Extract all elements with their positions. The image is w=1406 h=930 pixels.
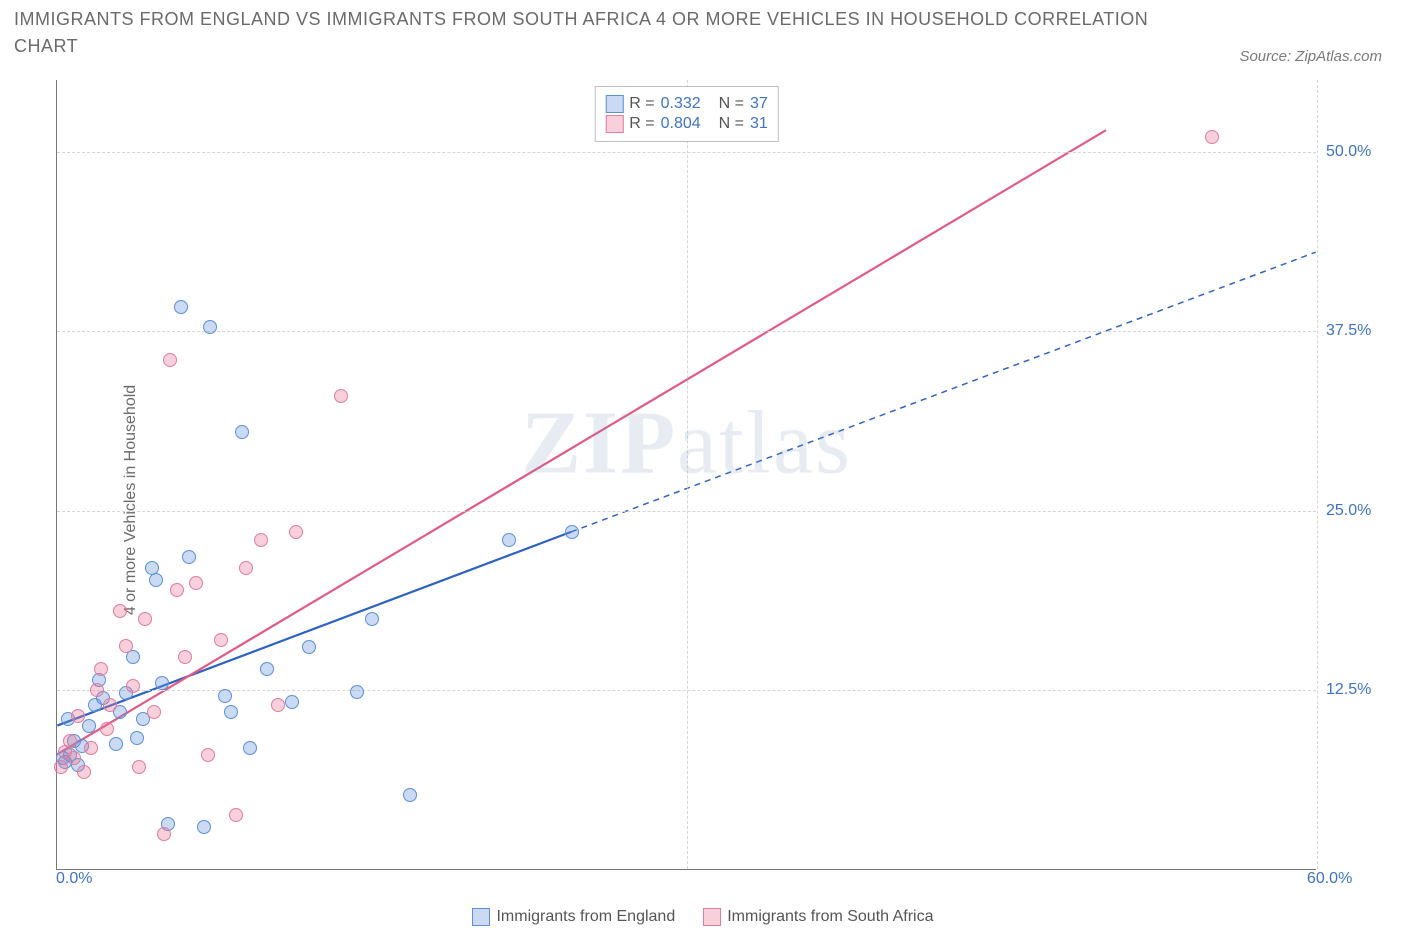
- scatter-point-england: [109, 737, 123, 751]
- scatter-point-south_africa: [229, 808, 243, 822]
- scatter-point-south_africa: [94, 662, 108, 676]
- scatter-point-south_africa: [84, 741, 98, 755]
- legend-n-value: 31: [750, 115, 768, 133]
- bottom-legend-label: Immigrants from England: [496, 908, 675, 926]
- scatter-point-south_africa: [119, 639, 133, 653]
- scatter-point-south_africa: [189, 576, 203, 590]
- scatter-point-england: [243, 741, 257, 755]
- legend-n-value: 37: [750, 95, 768, 113]
- scatter-point-england: [350, 685, 364, 699]
- legend-swatch-icon: [472, 908, 490, 926]
- scatter-point-south_africa: [126, 679, 140, 693]
- correlation-legend: R = 0.332 N = 37 R = 0.804 N = 31: [594, 86, 778, 142]
- scatter-point-south_africa: [71, 709, 85, 723]
- scatter-point-south_africa: [77, 765, 91, 779]
- vgrid-line: [1317, 80, 1318, 869]
- scatter-point-south_africa: [178, 650, 192, 664]
- scatter-point-england: [302, 640, 316, 654]
- scatter-point-england: [365, 612, 379, 626]
- scatter-point-england: [182, 550, 196, 564]
- legend-swatch-icon: [703, 908, 721, 926]
- legend-r-value: 0.804: [661, 115, 713, 133]
- bottom-legend-label: Immigrants from South Africa: [727, 908, 933, 926]
- scatter-point-england: [203, 320, 217, 334]
- scatter-point-south_africa: [163, 353, 177, 367]
- legend-swatch-icon: [605, 95, 623, 113]
- right-axis-tick-labels: 12.5% 25.0% 37.5% 50.0%: [1326, 80, 1396, 870]
- scatter-point-south_africa: [201, 748, 215, 762]
- scatter-point-england: [197, 820, 211, 834]
- scatter-point-england: [403, 788, 417, 802]
- y-tick-label: 37.5%: [1326, 322, 1371, 340]
- scatter-point-england: [130, 731, 144, 745]
- scatter-point-south_africa: [157, 827, 171, 841]
- bottom-legend-item-england: Immigrants from England: [472, 908, 675, 926]
- scatter-point-south_africa: [54, 760, 68, 774]
- scatter-point-england: [174, 300, 188, 314]
- legend-r-label: R =: [629, 115, 654, 133]
- x-tick-label: 0.0%: [56, 870, 92, 888]
- scatter-point-england: [260, 662, 274, 676]
- legend-n-label: N =: [719, 95, 744, 113]
- scatter-point-south_africa: [334, 389, 348, 403]
- chart-container: 4 or more Vehicles in Household R =0.332…: [0, 70, 1406, 930]
- x-tick-label: 60.0%: [1307, 870, 1352, 888]
- scatter-point-south_africa: [138, 612, 152, 626]
- scatter-point-england: [155, 676, 169, 690]
- page-title: IMMIGRANTS FROM ENGLAND VS IMMIGRANTS FR…: [14, 6, 1156, 60]
- legend-swatch-icon: [605, 115, 623, 133]
- scatter-point-south_africa: [239, 561, 253, 575]
- y-tick-label: 12.5%: [1326, 681, 1371, 699]
- corr-legend-row-south_africa: R = 0.804 N = 31: [605, 115, 767, 133]
- scatter-point-england: [82, 719, 96, 733]
- bottom-legend-item-south_africa: Immigrants from South Africa: [703, 908, 933, 926]
- scatter-point-south_africa: [63, 734, 77, 748]
- scatter-point-south_africa: [147, 705, 161, 719]
- scatter-point-england: [224, 705, 238, 719]
- scatter-point-south_africa: [67, 751, 81, 765]
- scatter-point-england: [235, 425, 249, 439]
- scatter-point-south_africa: [254, 533, 268, 547]
- legend-r-value: 0.332: [661, 95, 713, 113]
- scatter-point-south_africa: [1205, 130, 1219, 144]
- scatter-point-england: [565, 525, 579, 539]
- scatter-point-south_africa: [100, 722, 114, 736]
- y-tick-label: 50.0%: [1326, 143, 1371, 161]
- scatter-point-south_africa: [271, 698, 285, 712]
- scatter-point-england: [218, 689, 232, 703]
- scatter-point-south_africa: [90, 683, 104, 697]
- scatter-point-south_africa: [289, 525, 303, 539]
- scatter-point-south_africa: [132, 760, 146, 774]
- source-attribution: Source: ZipAtlas.com: [1239, 48, 1382, 65]
- scatter-point-england: [285, 695, 299, 709]
- legend-r-label: R =: [629, 95, 654, 113]
- scatter-point-england: [149, 573, 163, 587]
- scatter-point-south_africa: [214, 633, 228, 647]
- series-legend: Immigrants from England Immigrants from S…: [0, 908, 1406, 926]
- y-tick-label: 25.0%: [1326, 502, 1371, 520]
- scatter-point-england: [502, 533, 516, 547]
- legend-n-label: N =: [719, 115, 744, 133]
- scatter-point-south_africa: [103, 698, 117, 712]
- scatter-point-south_africa: [170, 583, 184, 597]
- plot-area: R =0.332N =37R =0.804N =31 ZIPatlas: [56, 80, 1316, 870]
- corr-legend-row-england: R = 0.332 N = 37: [605, 95, 767, 113]
- vgrid-line: [687, 80, 688, 869]
- scatter-point-south_africa: [113, 604, 127, 618]
